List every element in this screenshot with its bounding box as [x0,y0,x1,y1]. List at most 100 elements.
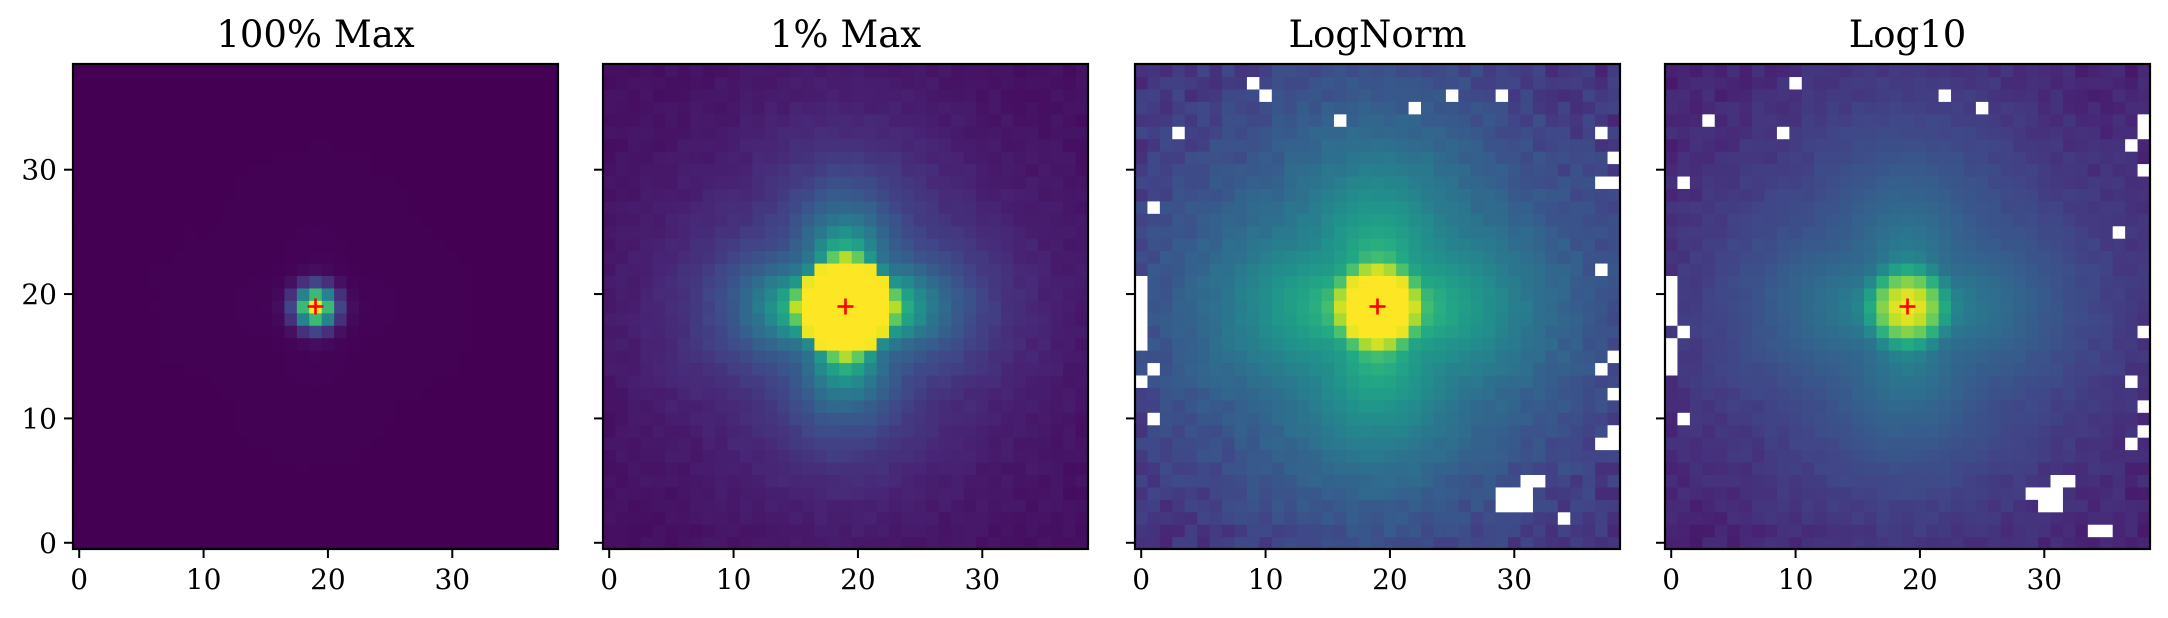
heatmap-cell [702,225,716,239]
heatmap-cell [1000,250,1014,264]
heatmap-cell [271,250,286,264]
heatmap-cell [627,325,641,339]
heatmap-cell [1371,449,1385,463]
heatmap-cell [234,188,248,202]
heatmap-cell [1913,511,1927,525]
heatmap-cell [321,76,335,90]
heatmap-cell [876,325,890,339]
heatmap-cell [752,287,766,301]
heatmap-cell [396,238,410,252]
heatmap-cell [677,474,691,488]
heatmap-cell [1582,88,1596,102]
heatmap-cell [702,424,716,438]
heatmap-cell [1396,101,1410,115]
heatmap-cell [135,511,149,525]
heatmap-cell [160,536,174,550]
heatmap-cell [122,101,136,115]
heatmap-cell [1259,511,1273,525]
heatmap-cell [1296,461,1310,475]
heatmap-cell [184,101,198,115]
heatmap-cell [309,238,323,252]
heatmap-cell [851,524,865,538]
heatmap-cell [603,362,617,376]
heatmap-cell [346,337,360,351]
heatmap-cell [1483,238,1497,252]
heatmap-cell [184,350,198,364]
heatmap-cell [1075,362,1089,376]
heatmap-cell [1209,225,1223,239]
heatmap-cell [889,350,903,364]
heatmap-cell [677,275,691,289]
heatmap-cell [135,399,149,413]
heatmap-cell [1408,64,1422,78]
heatmap-cell [1159,362,1173,376]
heatmap-cell [1595,350,1609,364]
heatmap-cell [1259,337,1273,351]
heatmap-cell [160,461,174,475]
heatmap-cell [727,499,741,513]
heatmap-cell [1346,238,1360,252]
heatmap-cell [508,337,522,351]
heatmap-cell [1296,275,1310,289]
heatmap-cell [1050,399,1064,413]
heatmap-cell [1938,499,1952,513]
heatmap-cell [1075,113,1089,127]
heatmap-cell [122,188,136,202]
heatmap-cell [160,238,174,252]
heatmap-cell [1702,524,1716,538]
heatmap-cell [1013,461,1027,475]
heatmap-cell [1296,362,1310,376]
heatmap-cell [508,151,522,165]
heatmap-cell [1801,449,1815,463]
heatmap-cell [408,287,422,301]
heatmap-cell [247,151,261,165]
heatmap-cell [2013,536,2027,550]
heatmap-cell [926,437,940,451]
heatmap-cell [110,64,124,78]
heatmap-cell [1063,262,1077,277]
heatmap-cell [1159,350,1173,364]
heatmap-cell [1025,101,1039,115]
heatmap-cell [603,412,617,426]
heatmap-cell [839,163,853,177]
heatmap-cell [446,76,460,90]
heatmap-cell [495,374,509,388]
heatmap-cell [1284,287,1298,301]
heatmap-cell [1209,250,1223,264]
heatmap-cell [1826,474,1840,488]
heatmap-cell [495,524,509,538]
heatmap-cell [963,300,977,314]
heatmap-cell [1483,524,1497,538]
heatmap-cell [1714,511,1728,525]
heatmap-cell [752,524,766,538]
heatmap-cell [147,437,161,451]
heatmap-cell [346,113,360,127]
heatmap-cell [1135,262,1149,277]
heatmap-cell [1296,175,1310,189]
heatmap-cell [640,250,654,264]
heatmap-cell [714,138,728,152]
heatmap-cell [222,101,236,115]
heatmap-cell [184,64,198,78]
heatmap-cell [1147,399,1161,413]
heatmap-cell [1396,374,1410,388]
heatmap-cell [147,536,161,550]
heatmap-cell [483,362,497,376]
heatmap-cell [1159,225,1173,239]
heatmap-cell [296,325,310,339]
heatmap-cell [421,412,435,426]
heatmap-cell [1135,76,1149,90]
heatmap-cell [433,151,447,165]
heatmap-cell [702,524,716,538]
heatmap-cell [913,300,927,314]
heatmap-cell [826,275,840,289]
heatmap-cell [1172,511,1186,525]
heatmap-cell [963,287,977,301]
heatmap-cell [1000,524,1014,538]
heatmap-cell [110,126,124,140]
heatmap-cell [1271,412,1285,426]
heatmap-cell [520,262,534,277]
heatmap-cell [1483,163,1497,177]
heatmap-cell [739,126,753,140]
heatmap-cell [789,387,803,401]
